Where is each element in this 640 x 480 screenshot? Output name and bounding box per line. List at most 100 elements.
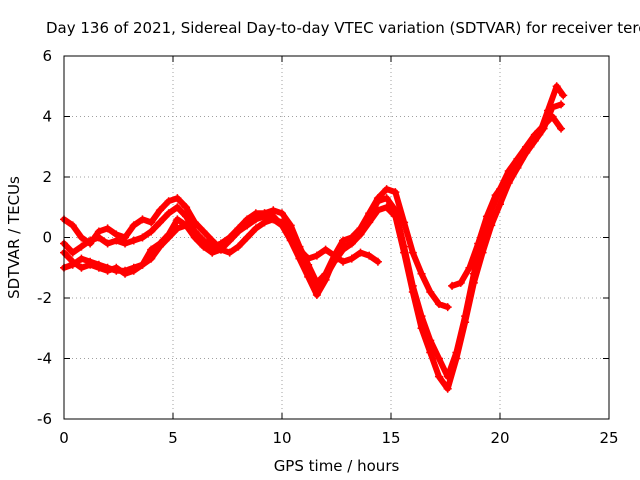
x-tick-label: 10	[272, 429, 291, 447]
data-point	[426, 348, 435, 357]
data-point	[487, 221, 496, 230]
data-point	[448, 281, 457, 290]
data-point	[434, 354, 443, 363]
x-tick-label: 25	[599, 429, 618, 447]
data-point	[182, 203, 191, 212]
data-point	[103, 224, 112, 233]
data-point	[251, 224, 260, 233]
data-point	[260, 212, 269, 221]
y-tick-label: 6	[42, 47, 52, 65]
data-point	[347, 254, 356, 263]
plot-area	[60, 82, 568, 393]
data-point	[86, 260, 95, 269]
data-point	[234, 242, 243, 251]
data-point	[469, 278, 478, 287]
data-point	[557, 100, 566, 109]
data-point	[400, 248, 409, 257]
data-point	[251, 215, 260, 224]
grid	[64, 56, 609, 419]
data-point	[347, 239, 356, 248]
data-point	[138, 233, 147, 242]
data-point	[77, 233, 86, 242]
data-point	[129, 266, 138, 275]
data-point	[482, 212, 491, 221]
data-point	[94, 233, 103, 242]
data-point	[155, 218, 164, 227]
data-point	[339, 245, 348, 254]
data-point	[190, 233, 199, 242]
x-tick-label: 15	[381, 429, 400, 447]
data-point	[164, 209, 173, 218]
data-point	[321, 245, 330, 254]
data-point	[434, 300, 443, 309]
data-point	[234, 227, 243, 236]
data-point	[164, 197, 173, 206]
data-point	[173, 194, 182, 203]
data-point	[77, 254, 86, 263]
data-point	[304, 266, 313, 275]
data-point	[225, 236, 234, 245]
data-point	[356, 248, 365, 257]
series-band	[449, 83, 567, 289]
data-point	[417, 324, 426, 333]
data-point	[295, 248, 304, 257]
x-tick-label: 0	[59, 429, 69, 447]
series-band	[61, 101, 565, 392]
y-tick-label: 2	[42, 168, 52, 186]
data-point	[269, 215, 278, 224]
data-point	[208, 248, 217, 257]
data-point	[103, 239, 112, 248]
data-point	[155, 239, 164, 248]
data-point	[535, 130, 544, 139]
series-trace-4	[60, 100, 566, 393]
data-point	[443, 384, 452, 393]
data-point	[182, 212, 191, 221]
data-point	[121, 239, 130, 248]
data-point	[225, 248, 234, 257]
data-point	[382, 185, 391, 194]
data-point	[391, 212, 400, 221]
data-point	[339, 257, 348, 266]
data-point	[365, 251, 374, 260]
data-point	[147, 245, 156, 254]
series-trace-5	[448, 82, 568, 290]
data-point	[356, 230, 365, 239]
data-point	[373, 257, 382, 266]
data-point	[382, 194, 391, 203]
data-point	[452, 354, 461, 363]
data-point	[112, 263, 121, 272]
data-point	[173, 215, 182, 224]
data-point	[147, 227, 156, 236]
data-point	[103, 266, 112, 275]
data-point	[408, 287, 417, 296]
y-tick-label: 4	[42, 108, 52, 126]
data-point	[216, 242, 225, 251]
x-tick-label: 20	[490, 429, 509, 447]
data-point	[552, 82, 561, 91]
data-point	[147, 218, 156, 227]
data-point	[68, 257, 77, 266]
data-point	[138, 260, 147, 269]
data-point	[68, 221, 77, 230]
data-point	[199, 242, 208, 251]
data-point	[373, 197, 382, 206]
data-point	[138, 215, 147, 224]
data-point	[526, 142, 535, 151]
axis-ticks: 0 5 10 15 20 25 -6 -4 -2 0 2 4 6	[37, 47, 619, 447]
data-point	[543, 106, 552, 115]
data-point	[400, 218, 409, 227]
data-point	[312, 284, 321, 293]
data-point	[243, 221, 252, 230]
data-point	[243, 233, 252, 242]
data-point	[164, 230, 173, 239]
data-point	[321, 272, 330, 281]
data-point	[491, 191, 500, 200]
data-point	[461, 318, 470, 327]
data-point	[121, 269, 130, 278]
data-point	[155, 206, 164, 215]
data-point	[496, 200, 504, 209]
data-point	[286, 230, 295, 239]
data-point	[434, 372, 443, 381]
data-point	[391, 188, 400, 197]
